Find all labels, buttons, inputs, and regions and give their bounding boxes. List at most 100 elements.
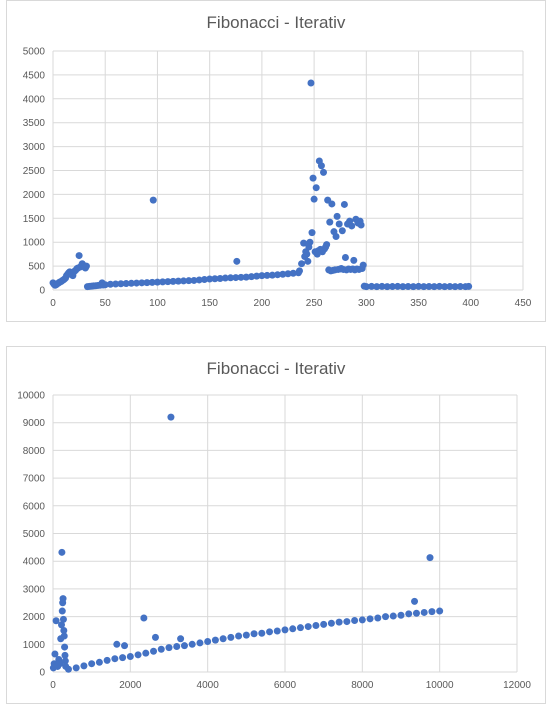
data-point (119, 654, 127, 662)
data-point (190, 276, 198, 284)
data-point (242, 631, 250, 639)
data-point (106, 280, 114, 288)
data-point (374, 614, 382, 622)
y-tick-label: 2500 (23, 166, 46, 177)
data-point (188, 640, 196, 648)
data-point (323, 241, 331, 249)
data-point (328, 200, 336, 208)
data-point (174, 277, 182, 285)
data-point (266, 628, 274, 636)
data-point (263, 271, 271, 279)
data-point (351, 616, 359, 624)
x-tick-label: 4000 (197, 680, 220, 691)
chart-panel-bottom: Fibonacci - Iterativ 0 1000 2000 3000 4000 50… (6, 346, 546, 704)
data-point (362, 283, 370, 291)
scatter-plot-top: 0500100015002000250030003500400045005000… (23, 47, 532, 310)
x-tick-label: 8000 (351, 680, 374, 691)
y-tick-label: 1500 (23, 214, 46, 225)
data-point (430, 283, 438, 291)
data-point (298, 260, 306, 268)
data-point (64, 665, 72, 673)
data-point (151, 633, 159, 641)
data-point (242, 273, 250, 281)
data-point (117, 280, 125, 288)
data-point (216, 275, 224, 283)
data-point (441, 283, 449, 291)
data-point (177, 635, 185, 643)
data-point (250, 630, 258, 638)
data-point (394, 282, 402, 290)
data-point (59, 595, 67, 603)
data-point (320, 620, 328, 628)
y-tick-label: 0 (39, 668, 45, 679)
data-point (333, 212, 341, 220)
x-tick-label: 2000 (119, 680, 142, 691)
data-point (428, 608, 436, 616)
y-tick-label: 3500 (23, 118, 46, 129)
data-point (59, 615, 67, 623)
data-point (425, 283, 433, 291)
data-point (126, 652, 134, 660)
data-point (247, 273, 255, 281)
data-point (138, 279, 146, 287)
x-tick-label: 50 (100, 298, 112, 309)
x-tick-label: 200 (254, 298, 271, 309)
y-tick-label: 4500 (23, 70, 46, 81)
data-point (232, 274, 240, 282)
y-tick-label: 2000 (23, 612, 46, 623)
data-point (235, 632, 243, 640)
y-tick-label: 4000 (23, 557, 46, 568)
data-point (420, 608, 428, 616)
y-tick-label: 4000 (23, 94, 46, 105)
data-point (58, 548, 66, 556)
data-point (435, 282, 443, 290)
data-point (60, 626, 68, 634)
x-tick-label: 150 (201, 298, 218, 309)
data-point (142, 649, 150, 657)
data-point (140, 614, 148, 622)
data-point (303, 250, 311, 258)
data-point (312, 621, 320, 629)
data-point (165, 644, 173, 652)
data-point (284, 270, 292, 278)
data-point (258, 272, 266, 280)
y-tick-label: 3000 (23, 584, 46, 595)
data-point (327, 619, 335, 627)
data-point (61, 651, 69, 659)
data-point (343, 618, 351, 626)
data-point (404, 283, 412, 291)
data-point (426, 554, 434, 562)
y-tick-label: 500 (28, 262, 45, 273)
data-point (159, 278, 167, 286)
data-point (153, 278, 161, 286)
data-point (103, 656, 111, 664)
data-point (219, 635, 227, 643)
data-point (348, 222, 356, 230)
y-tick-label: 1000 (23, 640, 46, 651)
data-point (134, 651, 142, 659)
data-point (80, 662, 88, 670)
data-point (58, 607, 66, 615)
data-point (409, 283, 417, 291)
data-point (289, 625, 297, 633)
data-point (335, 220, 343, 228)
data-point (258, 629, 266, 637)
data-point (148, 278, 156, 286)
data-point (332, 232, 340, 240)
data-point (167, 413, 175, 421)
data-point (112, 280, 120, 288)
x-tick-label: 100 (149, 298, 166, 309)
data-point (436, 607, 444, 615)
data-point (61, 643, 69, 651)
data-point (211, 275, 219, 283)
data-point (317, 162, 325, 170)
y-tick-label: 1000 (23, 238, 46, 249)
data-point (169, 277, 177, 285)
data-point (173, 643, 181, 651)
y-tick-label: 6000 (23, 501, 46, 512)
data-point (308, 229, 316, 237)
data-point (122, 280, 130, 288)
data-point (405, 610, 413, 618)
data-point (281, 626, 289, 634)
data-point (111, 655, 119, 663)
